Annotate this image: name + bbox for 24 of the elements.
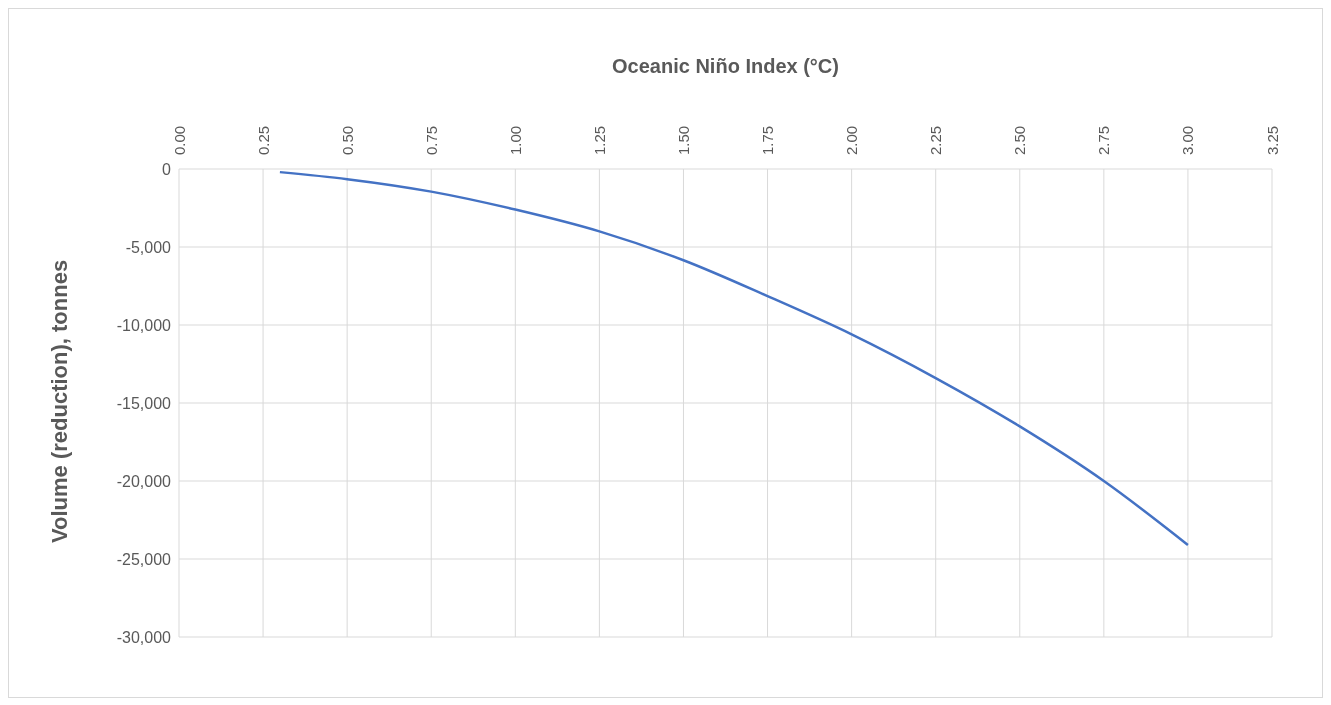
x-axis-title: Oceanic Niño Index (°C): [612, 55, 839, 78]
x-tick-label: 2.25: [927, 125, 945, 155]
y-tick-label: -25,000: [116, 550, 172, 568]
x-tick-label: 3.25: [1263, 125, 1281, 155]
x-tick-label: 0.75: [422, 125, 440, 155]
y-tick-label: -10,000: [116, 316, 172, 334]
y-axis-title: Volume (reduction), tonnes: [46, 259, 72, 543]
x-tick-label: 1.75: [759, 125, 777, 155]
y-tick-label: -30,000: [116, 628, 172, 646]
y-tick-label: -15,000: [116, 394, 172, 412]
y-tick-label: -20,000: [116, 472, 172, 490]
x-tick-label: 1.00: [506, 125, 524, 155]
x-tick-label: 2.75: [1095, 125, 1113, 155]
y-tick-label: 0: [162, 160, 172, 178]
x-tick-label: 2.00: [843, 125, 861, 155]
x-tick-label: 0.25: [254, 125, 272, 155]
y-tick-label: -5,000: [125, 238, 172, 256]
x-tick-label: 3.00: [1179, 125, 1197, 155]
line-series: [278, 170, 1190, 547]
x-tick-label: 2.50: [1011, 125, 1029, 155]
x-tick-label: 0.50: [338, 125, 356, 155]
x-tick-label: 1.50: [674, 125, 692, 155]
x-tick-label: 0.00: [170, 125, 188, 155]
x-tick-label: 1.25: [590, 125, 608, 155]
